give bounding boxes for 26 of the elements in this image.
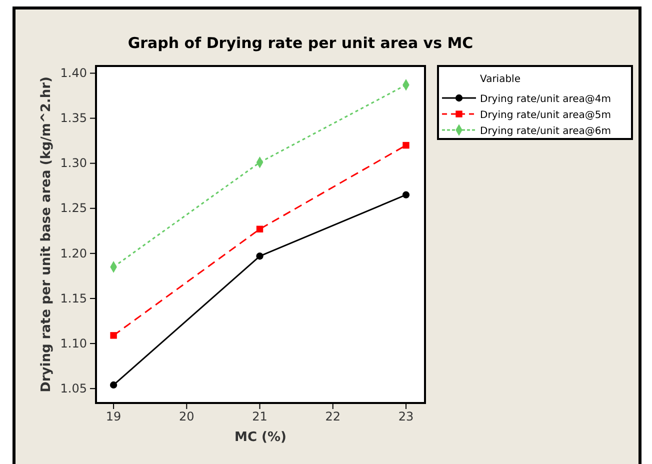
legend-title: Variable: [480, 74, 520, 85]
x-tick-label: 19: [106, 410, 122, 424]
point: [256, 252, 264, 260]
y-tick-label: 1.20: [60, 246, 87, 260]
point: [110, 332, 117, 339]
y-tick-label: 1.30: [60, 156, 87, 170]
y-tick-label: 1.25: [60, 201, 87, 216]
x-axis-title: MC (%): [234, 430, 286, 445]
legend-label: Drying rate/unit area@4m: [480, 94, 612, 105]
y-tick-label: 1.05: [60, 381, 87, 396]
point: [110, 381, 118, 389]
point: [402, 142, 410, 149]
point: [402, 191, 410, 198]
y-tick-label: 1.40: [60, 66, 87, 80]
legend-label: Drying rate/unit area@5m: [480, 110, 612, 121]
x-tick-label: 23: [398, 410, 414, 424]
y-tick-label: 1.15: [60, 291, 87, 306]
x-tick-label: 22: [325, 410, 341, 424]
y-axis-title: Drying rate per unit base area (kg/m^2.hr): [39, 76, 54, 392]
point: [256, 226, 264, 232]
x-tick-label: 21: [252, 410, 268, 424]
legend-label: Drying rate/unit area@6m: [480, 126, 612, 137]
y-tick-label: 1.35: [60, 111, 87, 126]
y-tick-label: 1.10: [60, 336, 87, 350]
x-tick-label: 20: [179, 410, 194, 424]
chart-title: Graph of Drying rate per unit area vs MC: [128, 34, 474, 52]
